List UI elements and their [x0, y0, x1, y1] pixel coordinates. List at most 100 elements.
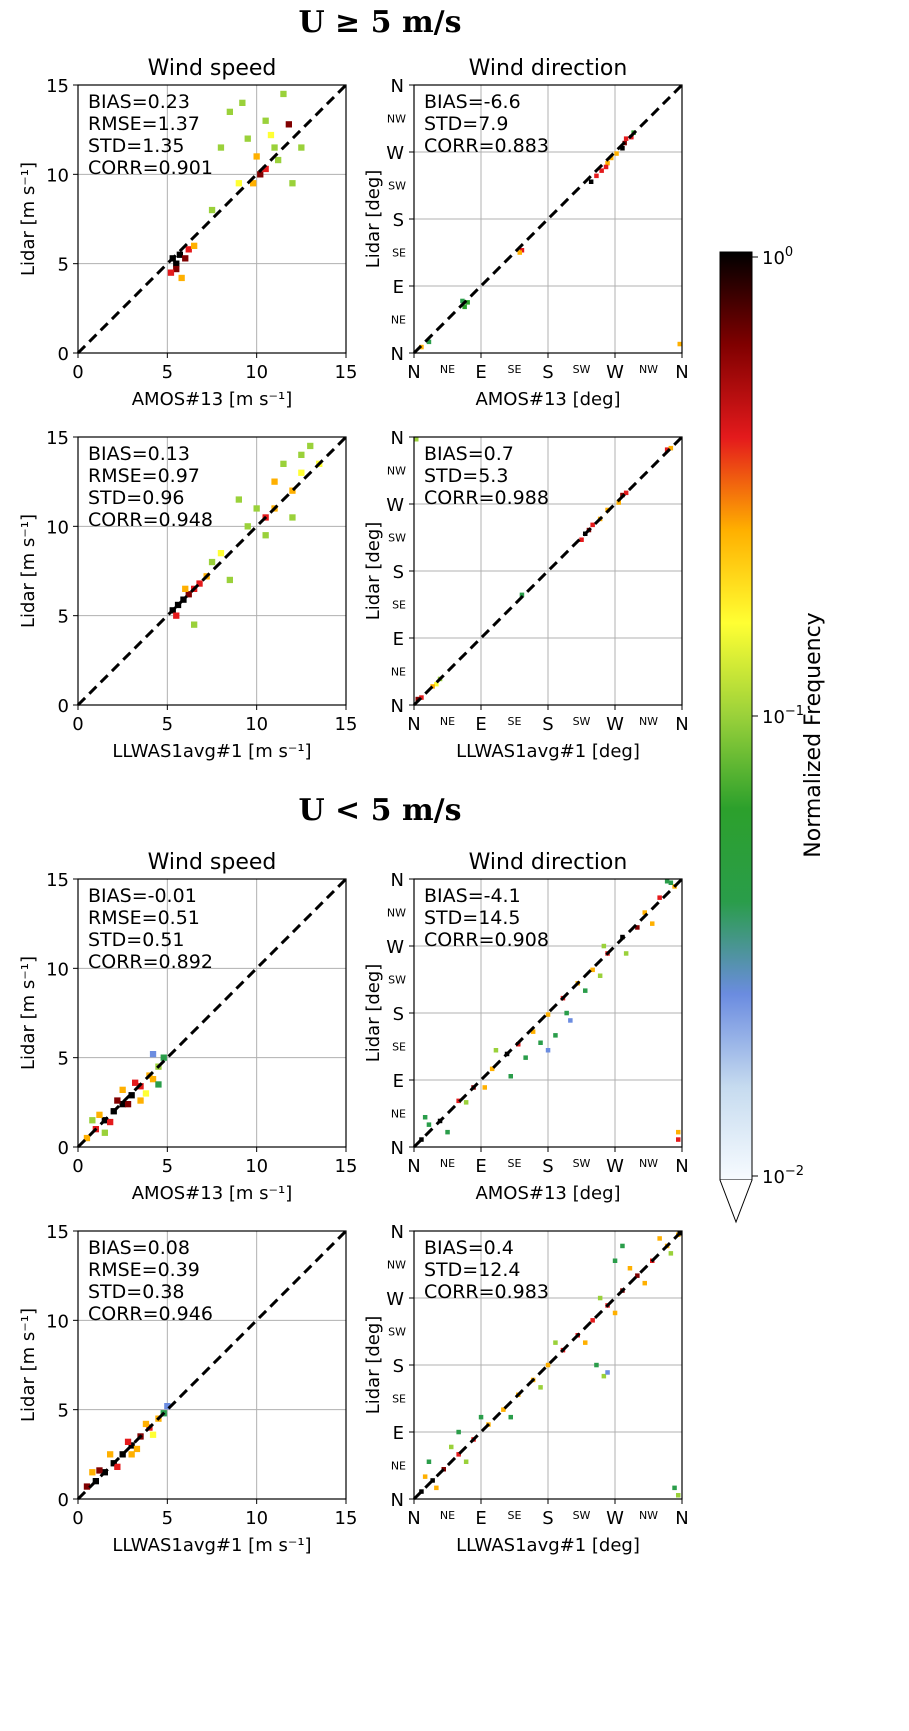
x-minor-label: NE	[440, 1509, 455, 1522]
heatmap-cell	[605, 1370, 610, 1375]
heatmap-cell	[114, 1097, 121, 1104]
stat-line: BIAS=0.23	[88, 91, 190, 113]
y-tick-label: 15	[46, 870, 69, 891]
heatmap-cell	[668, 1251, 674, 1256]
heatmap-cell	[422, 1115, 428, 1120]
heatmap-cell	[280, 90, 287, 98]
heatmap-cell	[132, 1079, 139, 1086]
x-tick-label: 15	[335, 362, 358, 383]
heatmap-cell	[601, 1373, 607, 1379]
x-axis-label: LLWAS1avg#1 [m s⁻¹]	[112, 741, 311, 762]
stat-line: STD=1.35	[88, 135, 185, 157]
y-minor-label: NW	[387, 907, 406, 920]
x-tick-label: S	[542, 362, 553, 383]
y-minor-label: SE	[392, 1041, 406, 1054]
heatmap-cell	[650, 921, 655, 926]
heatmap-cell	[83, 1483, 91, 1490]
heatmap-cell	[642, 1280, 647, 1286]
heatmap-cell	[182, 585, 189, 592]
heatmap-cell	[235, 496, 242, 503]
panel-title: Wind speed	[148, 56, 277, 81]
heatmap-cell	[298, 451, 305, 458]
stat-line: STD=0.51	[88, 929, 185, 951]
heatmap-cell	[124, 1101, 132, 1108]
y-tick-label: 5	[58, 1401, 69, 1422]
heatmap-cell	[119, 1101, 126, 1108]
heatmap-cell	[149, 1431, 157, 1438]
y-tick-label: 10	[46, 165, 69, 186]
x-tick-label: 5	[162, 1156, 173, 1177]
heatmap-cell	[160, 1054, 167, 1061]
panel-4: 00 5 5 10 10 15 15 AMOS#13 [m s⁻¹] Lidar [m s⁻¹]…	[18, 850, 357, 1204]
colorbar-label-mid: 10−1	[762, 704, 804, 728]
heatmap-cell	[107, 1451, 114, 1458]
x-axis-label: LLWAS1avg#1 [deg]	[456, 1535, 640, 1556]
heatmap-cell	[419, 695, 424, 700]
heatmap-cell	[530, 1029, 536, 1034]
y-minor-label: SE	[392, 247, 406, 260]
heatmap-cell	[426, 1122, 432, 1127]
heatmap-cell	[523, 1055, 528, 1060]
y-minor-label: SE	[392, 599, 406, 612]
heatmap-cell	[253, 505, 260, 512]
colorbar-title: Normalized Frequency	[801, 612, 826, 857]
x-tick-label: W	[606, 714, 624, 735]
heatmap-cell	[244, 135, 251, 142]
heatmap-cell	[664, 879, 670, 884]
heatmap-cell	[119, 1086, 126, 1093]
panel-0: 00 5 5 10 10 15 15 AMOS#13 [m s⁻¹] Lidar [m s⁻¹]…	[18, 56, 357, 410]
colorbar-label-bot: 10−2	[762, 1164, 804, 1188]
x-minor-label: NE	[440, 715, 455, 728]
y-tick-label: S	[393, 210, 404, 231]
stat-line: STD=0.38	[88, 1281, 185, 1303]
y-tick-label: W	[386, 143, 404, 164]
heatmap-cell	[173, 260, 180, 267]
x-minor-label: SE	[508, 715, 522, 728]
colorbar-label-top: 100	[762, 245, 793, 269]
stat-line: CORR=0.988	[424, 487, 549, 509]
heatmap-cell	[149, 1076, 157, 1083]
x-tick-label: 15	[335, 1508, 358, 1529]
plot-frame	[77, 84, 347, 354]
heatmap-cell	[623, 136, 629, 141]
heatmap-cell	[456, 1429, 461, 1435]
heatmap-cell	[460, 298, 465, 304]
heatmap-cell	[128, 1442, 135, 1449]
heatmap-cell	[627, 1266, 633, 1271]
y-axis-label: Lidar [deg]	[363, 170, 384, 269]
heatmap-cell	[414, 437, 419, 442]
y-minor-label: SW	[388, 1326, 406, 1339]
x-tick-label: E	[475, 714, 486, 735]
section-title-low: U < 5 m/s	[298, 793, 461, 828]
y-minor-label: NE	[391, 1460, 406, 1473]
y-tick-label: N	[391, 76, 404, 97]
panel-6: 00 5 5 10 10 15 15 LLWAS1avg#1 [m s⁻¹] Lidar [m …	[18, 1222, 357, 1556]
x-tick-label: S	[542, 714, 553, 735]
x-axis-label: AMOS#13 [m s⁻¹]	[132, 1183, 293, 1204]
stat-line: BIAS=0.13	[88, 443, 190, 465]
stat-line: BIAS=-6.6	[424, 91, 521, 113]
x-tick-label: W	[606, 1508, 624, 1529]
heatmap-cell	[508, 1074, 513, 1079]
heatmap-cell	[489, 1066, 495, 1072]
heatmap-cell	[89, 1469, 96, 1476]
heatmap-cell	[289, 514, 296, 521]
heatmap-cell	[449, 1444, 454, 1450]
heatmap-cell	[128, 1092, 135, 1099]
heatmap-cell	[226, 576, 233, 584]
heatmap-cell	[430, 684, 435, 689]
heatmap-cell	[594, 1362, 599, 1368]
y-tick-label: S	[393, 1356, 404, 1377]
heatmap-cell	[133, 1445, 141, 1453]
heatmap-cell	[114, 1463, 121, 1470]
x-minor-label: SW	[573, 1157, 591, 1170]
y-tick-label: N	[391, 870, 404, 891]
heatmap-cell	[545, 1012, 551, 1017]
heatmap-cell	[142, 1420, 150, 1428]
heatmap-cell	[208, 558, 216, 566]
heatmap-cell	[553, 1340, 558, 1345]
colorbar: 100 10−1 10−2 Normalized Frequency	[719, 245, 826, 1224]
heatmap-cell	[590, 1318, 595, 1323]
